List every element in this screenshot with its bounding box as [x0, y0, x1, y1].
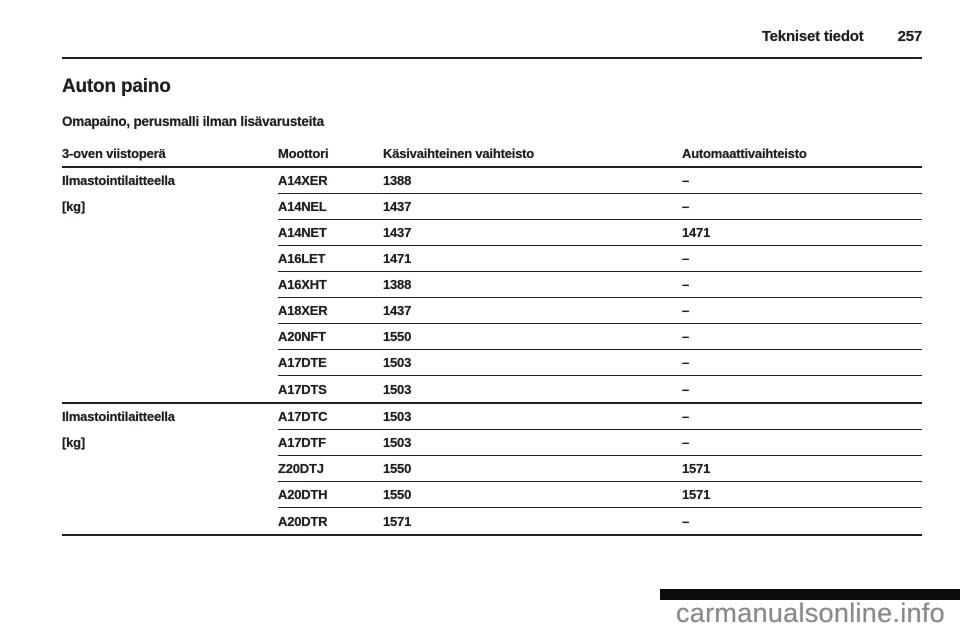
manual-weight-cell: 1388: [383, 168, 682, 194]
column-header-manual-transmission: Käsivaihteinen vaihteisto: [383, 146, 535, 161]
group-label-text: Ilmastointilaitteella: [62, 409, 175, 424]
engine-code-cell: A20NFT: [278, 324, 383, 350]
manual-weight-cell: 1503: [383, 381, 412, 397]
group-label-unit: [kg]: [62, 435, 86, 450]
engine-code-cell: A17DTS: [278, 381, 327, 397]
header-rule: [62, 57, 922, 59]
manual-weight-cell: 1550: [383, 456, 682, 482]
auto-weight-cell: –: [682, 298, 922, 324]
manual-weight-cell: 1503: [383, 404, 682, 430]
auto-weight-cell: 1571: [682, 456, 922, 482]
row-group-label: Ilmastointilaitteella [kg]: [62, 168, 278, 402]
engine-code-cell: A14NEL: [278, 194, 383, 220]
group-label-text: Ilmastointilaitteella: [62, 173, 175, 188]
auto-weight-cell: –: [682, 324, 922, 350]
table-group-2: Ilmastointilaitteella [kg] A17DTC 1503 –…: [62, 404, 922, 536]
auto-weight-cell: –: [682, 350, 922, 376]
engine-code-cell: A18XER: [278, 298, 383, 324]
auto-weight-cell: –: [682, 404, 922, 430]
engine-code-cell: Z20DTJ: [278, 456, 383, 482]
table-header-row: 3-oven viistoperä Moottori Käsivaihteine…: [62, 146, 922, 168]
group-label-unit: [kg]: [62, 199, 86, 214]
watermark-bar: [660, 589, 960, 600]
watermark-text: carmanualsonline.info: [676, 598, 945, 628]
page-subtitle: Omapaino, perusmalli ilman lisävarusteit…: [62, 114, 324, 129]
manual-weight-cell: 1503: [383, 350, 682, 376]
manual-weight-cell: 1437: [383, 194, 682, 220]
manual-weight-cell: 1550: [383, 482, 682, 508]
manual-weight-cell: 1437: [383, 220, 682, 246]
manual-weight-cell: 1388: [383, 272, 682, 298]
engine-code-cell: A14XER: [278, 168, 383, 194]
auto-weight-cell: –: [682, 246, 922, 272]
column-header-body-style: 3-oven viistoperä: [62, 146, 166, 161]
page-header: Tekniset tiedot 257: [762, 28, 922, 45]
auto-weight-cell: –: [682, 381, 690, 397]
engine-code-cell: A16XHT: [278, 272, 383, 298]
manual-weight-cell: 1437: [383, 298, 682, 324]
auto-weight-cell: 1471: [682, 220, 922, 246]
table-group-1: Ilmastointilaitteella [kg] A14XER 1388 –…: [62, 168, 922, 404]
engine-code-cell: A20DTH: [278, 482, 383, 508]
manual-weight-cell: 1571: [383, 513, 412, 529]
page-number: 257: [897, 28, 923, 45]
auto-weight-cell: –: [682, 168, 922, 194]
column-header-automatic-transmission: Automaattivaihteisto: [682, 146, 807, 161]
auto-weight-cell: –: [682, 513, 690, 529]
auto-weight-cell: –: [682, 272, 922, 298]
engine-code-cell: A20DTR: [278, 513, 328, 529]
engine-code-cell: A17DTC: [278, 404, 383, 430]
kerb-weight-table: 3-oven viistoperä Moottori Käsivaihteine…: [62, 146, 922, 536]
engine-code-cell: A17DTE: [278, 350, 383, 376]
auto-weight-cell: –: [682, 194, 922, 220]
manual-weight-cell: 1471: [383, 246, 682, 272]
engine-code-cell: A16LET: [278, 246, 383, 272]
page-title: Auton paino: [62, 76, 171, 97]
engine-code-cell: A14NET: [278, 220, 383, 246]
row-group-label: Ilmastointilaitteella [kg]: [62, 404, 278, 534]
auto-weight-cell: –: [682, 430, 922, 456]
section-title: Tekniset tiedot: [761, 28, 864, 45]
engine-code-cell: A17DTF: [278, 430, 383, 456]
manual-weight-cell: 1503: [383, 430, 682, 456]
auto-weight-cell: 1571: [682, 482, 922, 508]
manual-weight-cell: 1550: [383, 324, 682, 350]
column-header-engine: Moottori: [278, 146, 329, 161]
